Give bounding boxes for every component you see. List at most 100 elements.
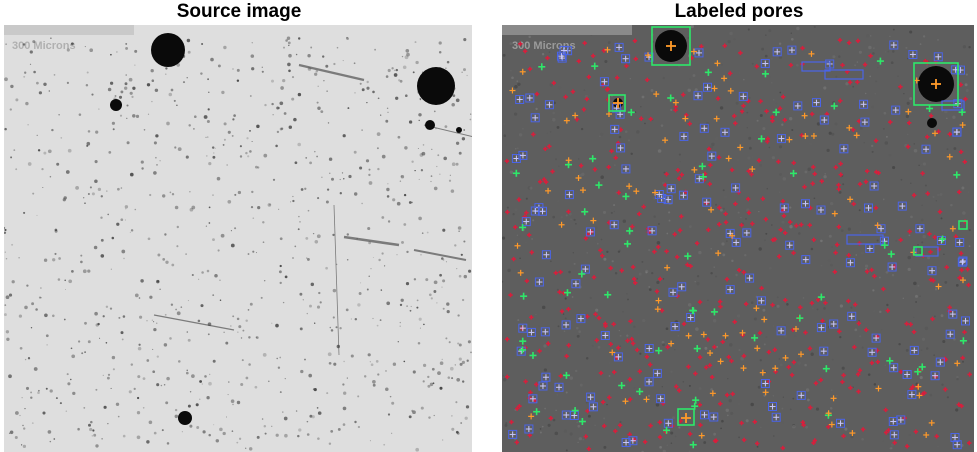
blue-box [785,240,795,250]
red-marker [834,242,840,247]
blue-box [731,237,741,247]
texture-dot [781,407,784,410]
texture-dot [506,206,509,209]
speckle [379,319,382,321]
speckle [308,373,313,378]
blue-marker [923,146,930,153]
blue-box [768,402,777,411]
orange-marker [853,132,860,139]
texture-dot [556,125,560,129]
texture-dot [611,260,614,263]
speckle [5,258,8,260]
orange-marker [749,166,756,173]
speckle [283,46,285,49]
speckle [399,321,401,324]
red-marker [841,373,846,378]
red-marker [874,169,879,175]
orange-marker [792,325,799,332]
texture-dot [962,360,964,363]
green-box [651,26,691,66]
speckle [4,313,7,317]
texture-dot [775,102,778,105]
blue-box [538,381,548,391]
speckle [275,433,279,437]
texture-dot [782,177,787,181]
texture-dot [884,364,887,367]
texture-dot [942,339,946,344]
red-marker [558,373,563,379]
speckle [153,321,155,323]
texture-dot [585,113,587,116]
blue-marker [572,280,579,287]
red-marker [676,388,682,393]
blue-box [921,144,931,154]
speckle [118,316,121,319]
speckle [272,178,276,181]
speckle [236,441,239,444]
speckle [189,424,193,428]
speckle [53,74,56,76]
speckle [468,269,472,273]
texture-dot [765,232,768,235]
blue-marker [629,437,636,444]
speckle [177,147,182,151]
speckle [408,201,412,204]
red-marker [518,41,523,47]
speckle [206,396,210,400]
red-marker [677,228,683,233]
speckle [294,161,298,165]
speckle [89,427,93,432]
red-marker [791,250,796,256]
red-marker [687,121,692,126]
speckle [121,338,124,341]
texture-dot [582,438,585,441]
blue-box [897,201,907,211]
speckle [154,88,159,93]
speckle [156,383,160,387]
green-marker [698,162,706,170]
speckle [171,193,175,196]
green-box [913,246,923,256]
red-marker [718,401,723,406]
blue-box [525,93,535,103]
orange-marker [946,153,953,160]
blue-box [609,220,619,230]
texture-dot [922,35,926,38]
texture-dot [838,55,841,58]
speckle [439,273,442,277]
speckle [412,71,415,74]
speckle [100,195,103,198]
blue-marker [818,324,825,331]
speckle [366,288,369,291]
blue-marker [678,283,685,290]
red-marker [776,159,781,164]
red-marker [602,423,607,429]
texture-dot [952,115,956,119]
speckle [166,442,170,445]
texture-dot [932,437,936,441]
red-marker [717,205,722,210]
orange-marker [959,277,966,284]
red-marker [686,364,691,369]
speckle [422,363,427,368]
speckle [65,289,66,290]
texture-dot [722,189,725,192]
red-marker [656,244,661,250]
red-marker [873,138,879,143]
texture-dot [585,357,589,360]
speckle [470,351,472,354]
red-marker [612,369,617,375]
speckle [66,48,70,52]
texture-dot [558,86,562,90]
red-marker [818,377,824,383]
orange-marker [643,396,650,403]
speckle [100,238,104,242]
texture-dot [660,124,664,127]
texture-dot [524,241,528,244]
speckle [438,41,442,45]
blue-box [860,117,870,127]
texture-dot [719,106,724,110]
orange-marker [664,264,671,271]
red-marker [648,116,653,122]
speckle [433,110,436,113]
